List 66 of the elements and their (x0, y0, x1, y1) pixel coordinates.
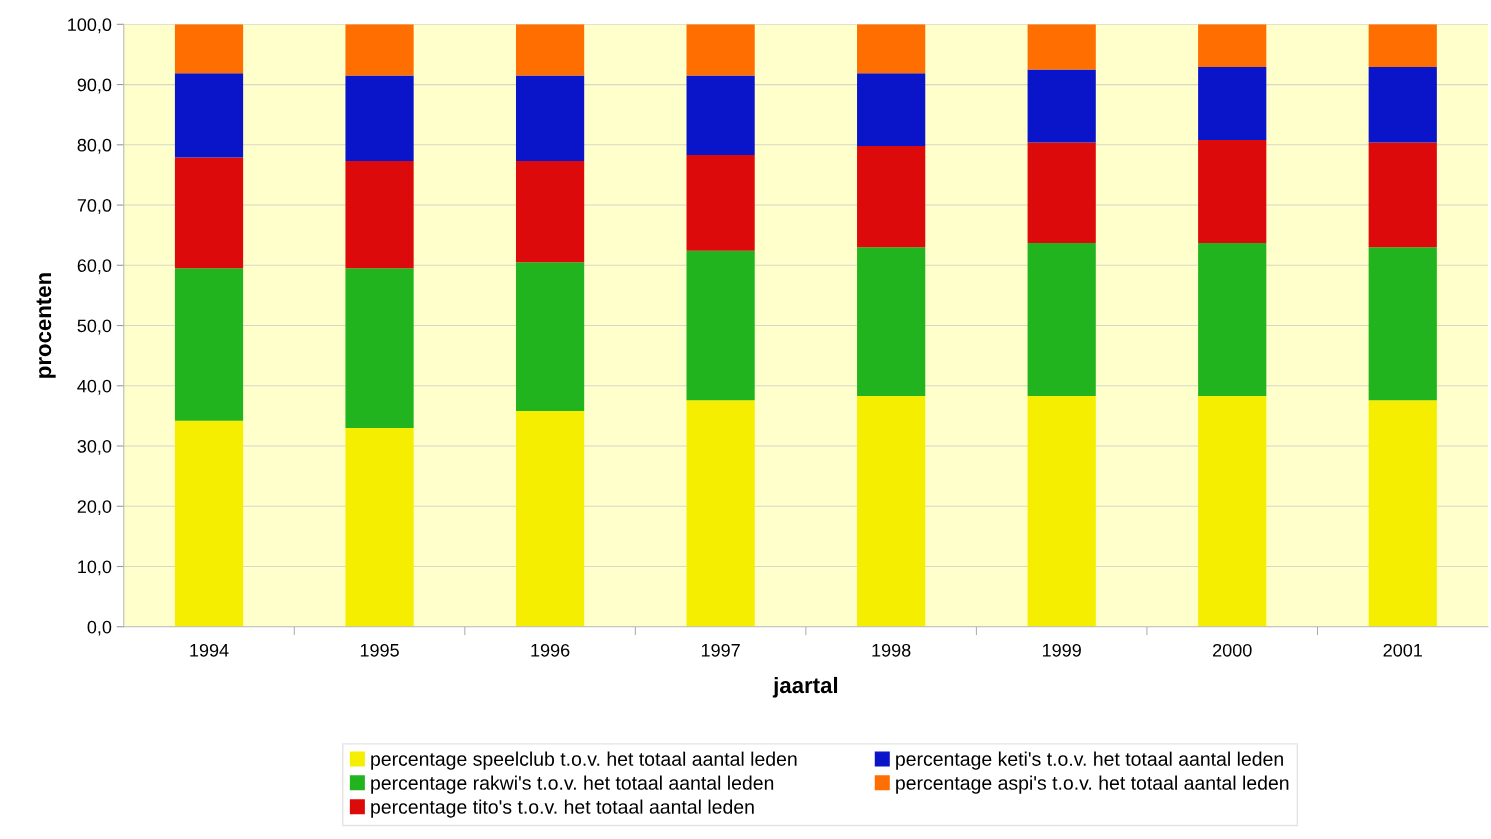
bar (345, 24, 414, 76)
bar (515, 75, 585, 162)
bar (686, 250, 755, 401)
y-tick-label: 60,0 (77, 259, 112, 275)
x-tick-label: 1995 (360, 643, 399, 657)
legend-label: percentage speelclub t.o.v. het totaal aantal leden (371, 751, 797, 770)
x-tick-label: 2000 (1213, 643, 1252, 657)
bar (857, 24, 926, 74)
x-tick-label: 1998 (872, 643, 911, 657)
y-tick-label: 50,0 (77, 319, 112, 335)
x-tick-label: 1996 (531, 643, 570, 657)
bar (1027, 396, 1096, 627)
bar (174, 157, 244, 269)
legend-label: percentage tito's t.o.v. het totaal aantal leden (371, 799, 754, 818)
y-tick-label: 70,0 (77, 198, 112, 214)
bar (1368, 142, 1437, 248)
x-tick-label: 1997 (701, 643, 740, 657)
y-axis-title: procenten (36, 273, 56, 378)
bar (686, 24, 755, 76)
bar (686, 400, 755, 627)
bar (857, 247, 926, 397)
bar (345, 427, 414, 627)
y-tick-label: 0,0 (87, 620, 112, 636)
legend-label: percentage rakwi's t.o.v. het totaal aantal leden (371, 775, 774, 794)
bar (857, 146, 926, 248)
bar (515, 24, 585, 76)
bar (1368, 247, 1437, 401)
bar (174, 268, 244, 421)
y-tick-label: 100,0 (68, 18, 112, 34)
bar (857, 73, 926, 147)
bar (515, 161, 585, 263)
y-tick-label: 40,0 (77, 379, 112, 395)
x-tick-label: 2001 (1383, 643, 1422, 657)
bar (1368, 400, 1437, 627)
x-tick-label: 1999 (1042, 643, 1081, 657)
bar (174, 24, 244, 74)
bar (1198, 67, 1267, 140)
legend-label: percentage aspi's t.o.v. het totaal aantal leden (896, 775, 1289, 794)
x-tick-label: 1994 (190, 643, 229, 657)
bar (1198, 24, 1267, 68)
bar (1027, 69, 1096, 143)
y-tick-label: 30,0 (77, 439, 112, 455)
bar (345, 75, 414, 162)
y-tick-label: 20,0 (77, 500, 112, 516)
bar (686, 155, 755, 251)
y-tick-label: 10,0 (78, 560, 112, 576)
bar (1368, 24, 1437, 68)
bar (345, 161, 414, 269)
bar (857, 396, 926, 627)
bar (1027, 243, 1096, 397)
bar (345, 268, 414, 428)
bar (174, 420, 244, 627)
bar (1027, 24, 1096, 70)
bar (174, 73, 244, 158)
x-axis-title: jaartal (772, 676, 838, 698)
y-tick-label: 90,0 (77, 78, 112, 94)
bar (686, 75, 755, 156)
legend-label: percentage keti's t.o.v. het totaal aantal leden (896, 751, 1283, 770)
bar (515, 411, 585, 627)
y-tick-label: 80,0 (77, 138, 112, 154)
bar (515, 262, 585, 412)
bar (1027, 142, 1096, 243)
bar (1368, 67, 1437, 143)
bar (1198, 139, 1267, 243)
bar (1198, 396, 1267, 627)
bar (1198, 243, 1267, 397)
